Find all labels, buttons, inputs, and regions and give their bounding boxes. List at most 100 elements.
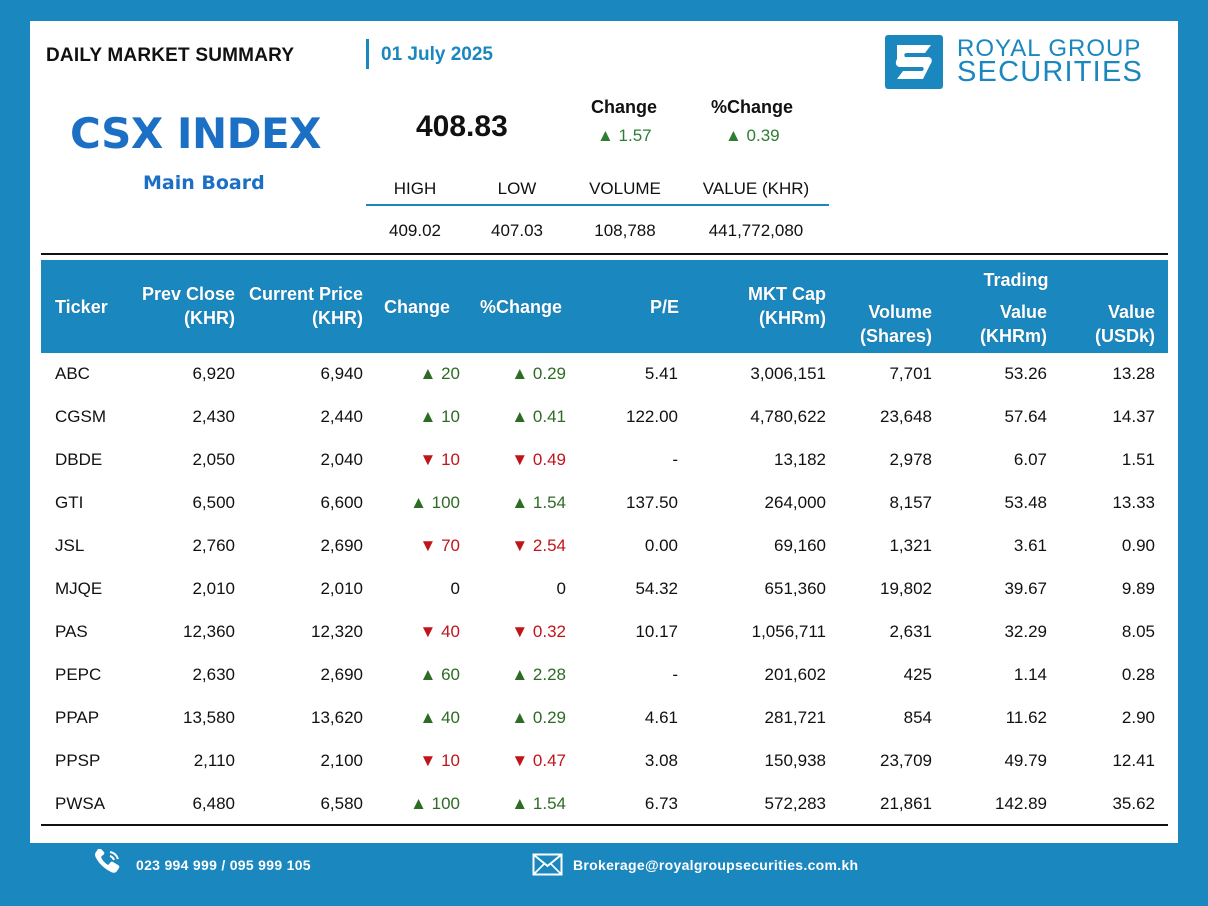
cell-value-usd: 13.33	[1112, 493, 1155, 512]
cell-pe: 0.00	[644, 536, 678, 555]
table-row: CGSM 2,430 2,440 ▲ 10 ▲ 0.41 122.00 4,780,622 2…	[41, 396, 1168, 439]
cell-mkt-cap: 150,938	[764, 751, 826, 770]
cell-current-price: 2,010	[320, 579, 363, 598]
cell-value-khr: 53.26	[1004, 364, 1047, 383]
phone-icon	[95, 849, 120, 873]
cell-value-khr: 11.62	[1005, 708, 1047, 727]
title-divider	[366, 39, 369, 69]
col-pct-change: %Change	[479, 297, 562, 317]
cell-value-khr: 6.07	[1013, 450, 1047, 469]
cell-pct-change: ▲ 1.54	[511, 493, 566, 512]
cell-value-usd: 0.90	[1121, 536, 1155, 555]
cell-volume: 425	[903, 665, 932, 684]
cell-value-usd: 9.89	[1121, 579, 1155, 598]
cell-mkt-cap: 651,360	[764, 579, 826, 598]
cell-pct-change: ▼ 0.49	[511, 450, 566, 469]
cell-pe: 3.08	[644, 751, 678, 770]
cell-value-khr: 1.14	[1013, 665, 1047, 684]
cell-volume: 23,648	[880, 407, 932, 426]
table-row: JSL 2,760 2,690 ▼ 70 ▼ 2.54 0.00 69,160 1,321 3.…	[41, 525, 1168, 568]
cell-ticker: DBDE	[55, 450, 103, 469]
cell-prev-close: 2,430	[192, 407, 235, 426]
cell-change: 0	[450, 579, 460, 598]
table-body: ABC 6,920 6,940 ▲ 20 ▲ 0.29 5.41 3,006,151 7,70…	[41, 353, 1168, 826]
cell-pe: 122.00	[626, 407, 678, 426]
rgs-logo-icon	[885, 35, 943, 89]
footer-phone[interactable]: 023 994 999 / 095 999 105	[136, 857, 311, 873]
table-header: Ticker Prev Close (KHR) Current Price (KHR…	[41, 260, 1168, 353]
cell-value-usd: 12.41	[1112, 751, 1155, 770]
cell-current-price: 2,040	[320, 450, 363, 469]
cell-pct-change: ▼ 0.32	[511, 622, 566, 641]
stats-underline	[366, 204, 829, 206]
cell-mkt-cap: 572,283	[764, 794, 826, 813]
cell-volume: 2,978	[889, 450, 932, 469]
cell-current-price: 6,580	[320, 794, 363, 813]
cell-value-khr: 57.64	[1004, 407, 1047, 426]
cell-value-usd: 13.28	[1112, 364, 1155, 383]
cell-ticker: PPAP	[55, 708, 100, 727]
cell-pe: 54.32	[635, 579, 678, 598]
low-label: LOW	[497, 179, 537, 198]
logo-line-1: ROYAL GROUP	[957, 35, 1142, 62]
cell-mkt-cap: 264,000	[764, 493, 826, 512]
cell-ticker: JSL	[55, 536, 85, 555]
cell-ticker: PAS	[55, 622, 88, 641]
cell-current-price: 13,620	[311, 708, 363, 727]
cell-pe: 10.17	[635, 622, 678, 641]
cell-pct-change: ▲ 0.41	[511, 407, 566, 426]
cell-value-usd: 14.37	[1112, 407, 1155, 426]
cell-prev-close: 2,630	[192, 665, 235, 684]
cell-prev-close: 2,760	[192, 536, 235, 555]
page-title: DAILY MARKET SUMMARY	[46, 45, 295, 66]
cell-prev-close: 2,010	[192, 579, 235, 598]
col-change: Change	[383, 297, 450, 317]
section-divider	[41, 253, 1168, 255]
cell-pct-change: ▲ 1.54	[511, 794, 566, 813]
cell-value-usd: 8.05	[1121, 622, 1155, 641]
cell-change: ▲ 100	[410, 794, 460, 813]
cell-value-usd: 0.28	[1121, 665, 1155, 684]
market-summary-card: DAILY MARKET SUMMARY 01 July 2025 ROYAL …	[30, 21, 1178, 843]
cell-pe: 6.73	[644, 794, 678, 813]
cell-pe: -	[672, 450, 678, 469]
table-row: MJQE 2,010 2,010 0 0 54.32 651,360 19,802 39.67 9…	[41, 568, 1168, 611]
cell-prev-close: 6,480	[192, 794, 235, 813]
cell-value-khr: 53.48	[1004, 493, 1047, 512]
cell-ticker: PWSA	[55, 794, 106, 813]
cell-value-usd: 2.90	[1121, 708, 1155, 727]
volume-value: 108,788	[594, 221, 656, 240]
table-row: DBDE 2,050 2,040 ▼ 10 ▼ 0.49 - 13,182 2,978 6.07…	[41, 439, 1168, 482]
cell-current-price: 12,320	[311, 622, 363, 641]
cell-pct-change: ▼ 2.54	[511, 536, 566, 555]
col-value-usd: Value (USDk)	[1094, 302, 1155, 346]
high-value: 409.02	[389, 221, 441, 240]
cell-prev-close: 12,360	[183, 622, 235, 641]
cell-mkt-cap: 4,780,622	[750, 407, 826, 426]
cell-ticker: CGSM	[55, 407, 106, 426]
cell-change: ▲ 10	[419, 407, 460, 426]
table-row: PWSA 6,480 6,580 ▲ 100 ▲ 1.54 6.73 572,283 21,8…	[41, 783, 1168, 826]
footer-email[interactable]: Brokerage@royalgroupsecurities.com.kh	[573, 857, 859, 873]
brand-logo: ROYAL GROUP SECURITIES	[885, 35, 1165, 91]
index-name: CSX INDEX	[70, 109, 322, 158]
cell-change: ▼ 70	[419, 536, 460, 555]
col-volume: Volume (Shares)	[859, 302, 932, 346]
cell-change: ▲ 60	[419, 665, 460, 684]
pct-change-value: ▲ 0.39	[725, 126, 780, 145]
cell-volume: 19,802	[880, 579, 932, 598]
cell-volume: 23,709	[880, 751, 932, 770]
cell-volume: 1,321	[889, 536, 932, 555]
cell-value-khr: 3.61	[1013, 536, 1047, 555]
cell-value-khr: 142.89	[995, 794, 1047, 813]
cell-volume: 2,631	[889, 622, 932, 641]
cell-value-usd: 35.62	[1112, 794, 1155, 813]
cell-mkt-cap: 3,006,151	[750, 364, 826, 383]
cell-current-price: 6,600	[320, 493, 363, 512]
col-value-khr: Value (KHRm)	[980, 302, 1047, 346]
cell-value-khr: 49.79	[1004, 751, 1047, 770]
cell-change: ▲ 100	[410, 493, 460, 512]
cell-ticker: GTI	[55, 493, 84, 512]
index-board: Main Board	[143, 172, 265, 194]
cell-prev-close: 2,110	[193, 751, 235, 770]
